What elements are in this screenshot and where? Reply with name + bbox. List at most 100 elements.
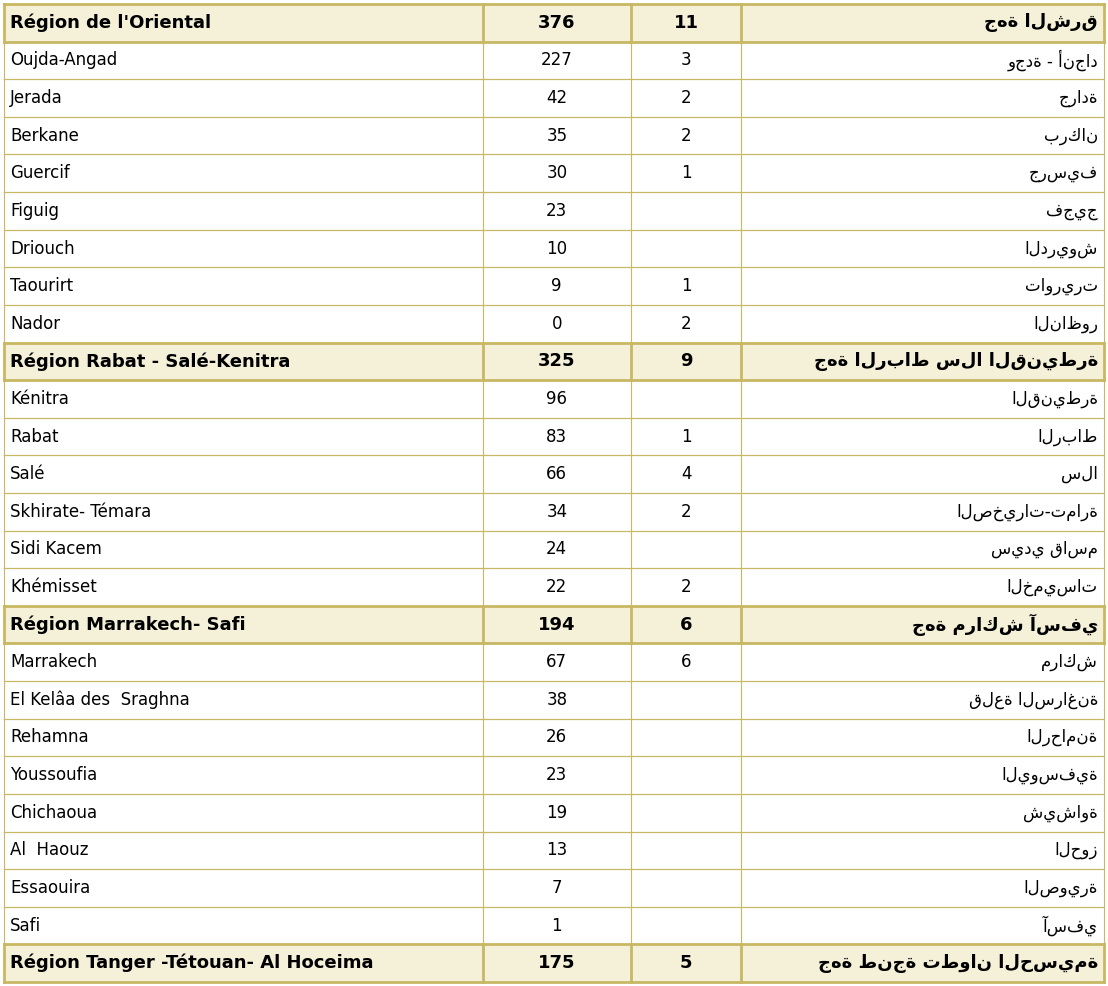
Text: جهة الرباط سلا القنيطرة: جهة الرباط سلا القنيطرة [813, 352, 1098, 371]
Text: 13: 13 [546, 841, 567, 860]
Text: 96: 96 [546, 389, 567, 408]
Text: 24: 24 [546, 540, 567, 558]
Text: Safi: Safi [10, 917, 41, 935]
Bar [4, 267, 1104, 305]
Bar [4, 681, 1104, 719]
Text: 4: 4 [680, 465, 691, 483]
Text: 34: 34 [546, 503, 567, 521]
Bar [4, 192, 1104, 230]
Text: 83: 83 [546, 428, 567, 446]
Text: 6: 6 [680, 654, 691, 671]
Text: 23: 23 [546, 202, 567, 220]
Bar [4, 756, 1104, 794]
Bar [4, 230, 1104, 267]
Text: Rehamna: Rehamna [10, 729, 89, 746]
Text: Essaouira: Essaouira [10, 879, 90, 897]
Text: Sidi Kacem: Sidi Kacem [10, 540, 102, 558]
Bar [4, 719, 1104, 756]
Text: Région Rabat - Salé-Kenitra: Région Rabat - Salé-Kenitra [10, 352, 290, 371]
Text: 26: 26 [546, 729, 567, 746]
Text: Région de l'Oriental: Région de l'Oriental [10, 14, 212, 33]
Text: Marrakech: Marrakech [10, 654, 98, 671]
Bar [4, 305, 1104, 342]
Text: 38: 38 [546, 691, 567, 709]
Text: 35: 35 [546, 126, 567, 145]
Bar [4, 381, 1104, 418]
Text: 1: 1 [552, 917, 562, 935]
Text: 1: 1 [680, 165, 691, 182]
Text: 9: 9 [552, 277, 562, 295]
Text: 175: 175 [538, 954, 575, 972]
Bar [4, 79, 1104, 117]
Text: جرادة: جرادة [1058, 89, 1098, 107]
Text: 10: 10 [546, 240, 567, 257]
Text: Nador: Nador [10, 315, 60, 332]
Text: Rabat: Rabat [10, 428, 59, 446]
Text: 325: 325 [538, 352, 575, 371]
Bar [4, 418, 1104, 456]
Text: El Kelâa des  Sraghna: El Kelâa des Sraghna [10, 690, 189, 709]
Text: آسفي: آسفي [1043, 915, 1098, 936]
Text: الخميسات: الخميسات [1007, 578, 1098, 597]
Text: Khémisset: Khémisset [10, 578, 96, 597]
Text: الصويرة: الصويرة [1024, 879, 1098, 897]
Text: 67: 67 [546, 654, 567, 671]
Text: 11: 11 [674, 14, 698, 32]
Text: 2: 2 [680, 315, 691, 332]
Text: وجدة - أنجاد: وجدة - أنجاد [1007, 49, 1098, 71]
Text: القنيطرة: القنيطرة [1010, 389, 1098, 408]
Text: قلعة السراغنة: قلعة السراغنة [968, 691, 1098, 709]
Text: اليوسفية: اليوسفية [1002, 766, 1098, 784]
Bar [4, 530, 1104, 568]
Text: Skhirate- Témara: Skhirate- Témara [10, 503, 152, 521]
Text: Salé: Salé [10, 465, 45, 483]
Bar [4, 869, 1104, 907]
Bar [4, 41, 1104, 79]
Text: جهة طنجة تطوان الحسيمة: جهة طنجة تطوان الحسيمة [818, 953, 1098, 973]
Text: Guercif: Guercif [10, 165, 70, 182]
Text: 194: 194 [538, 615, 575, 634]
Bar [4, 493, 1104, 530]
Text: Kénitra: Kénitra [10, 389, 69, 408]
Text: الحوز: الحوز [1055, 841, 1098, 860]
Text: Région Marrakech- Safi: Région Marrakech- Safi [10, 615, 246, 634]
Text: 19: 19 [546, 804, 567, 821]
Text: 1: 1 [680, 428, 691, 446]
Bar [4, 342, 1104, 381]
Text: 2: 2 [680, 89, 691, 107]
Bar [4, 907, 1104, 945]
Text: Berkane: Berkane [10, 126, 79, 145]
Text: 9: 9 [679, 352, 692, 371]
Bar [4, 456, 1104, 493]
Bar [4, 568, 1104, 605]
Text: Youssoufia: Youssoufia [10, 766, 98, 784]
Text: Oujda-Angad: Oujda-Angad [10, 51, 117, 69]
Text: جهة الشرق: جهة الشرق [984, 13, 1098, 33]
Text: شيشاوة: شيشاوة [1024, 804, 1098, 821]
Text: Al  Haouz: Al Haouz [10, 841, 89, 860]
Text: 5: 5 [679, 954, 692, 972]
Text: 2: 2 [680, 578, 691, 597]
Bar [4, 831, 1104, 869]
Text: 7: 7 [552, 879, 562, 897]
Text: الصخيرات-تمارة: الصخيرات-تمارة [956, 503, 1098, 521]
Text: 6: 6 [679, 615, 692, 634]
Text: الرحامنة: الرحامنة [1027, 729, 1098, 746]
Text: Driouch: Driouch [10, 240, 74, 257]
Bar [4, 644, 1104, 681]
Text: 2: 2 [680, 503, 691, 521]
Text: Figuig: Figuig [10, 202, 59, 220]
Text: بركان: بركان [1044, 126, 1098, 145]
Text: 22: 22 [546, 578, 567, 597]
Bar [4, 155, 1104, 192]
Bar [4, 794, 1104, 831]
Text: الدريوش: الدريوش [1025, 240, 1098, 257]
Text: فجيج: فجيج [1046, 202, 1098, 220]
Bar [4, 945, 1104, 982]
Text: Chichaoua: Chichaoua [10, 804, 98, 821]
Text: 376: 376 [538, 14, 575, 32]
Text: 3: 3 [680, 51, 691, 69]
Text: 23: 23 [546, 766, 567, 784]
Text: Taourirt: Taourirt [10, 277, 73, 295]
Bar [4, 605, 1104, 644]
